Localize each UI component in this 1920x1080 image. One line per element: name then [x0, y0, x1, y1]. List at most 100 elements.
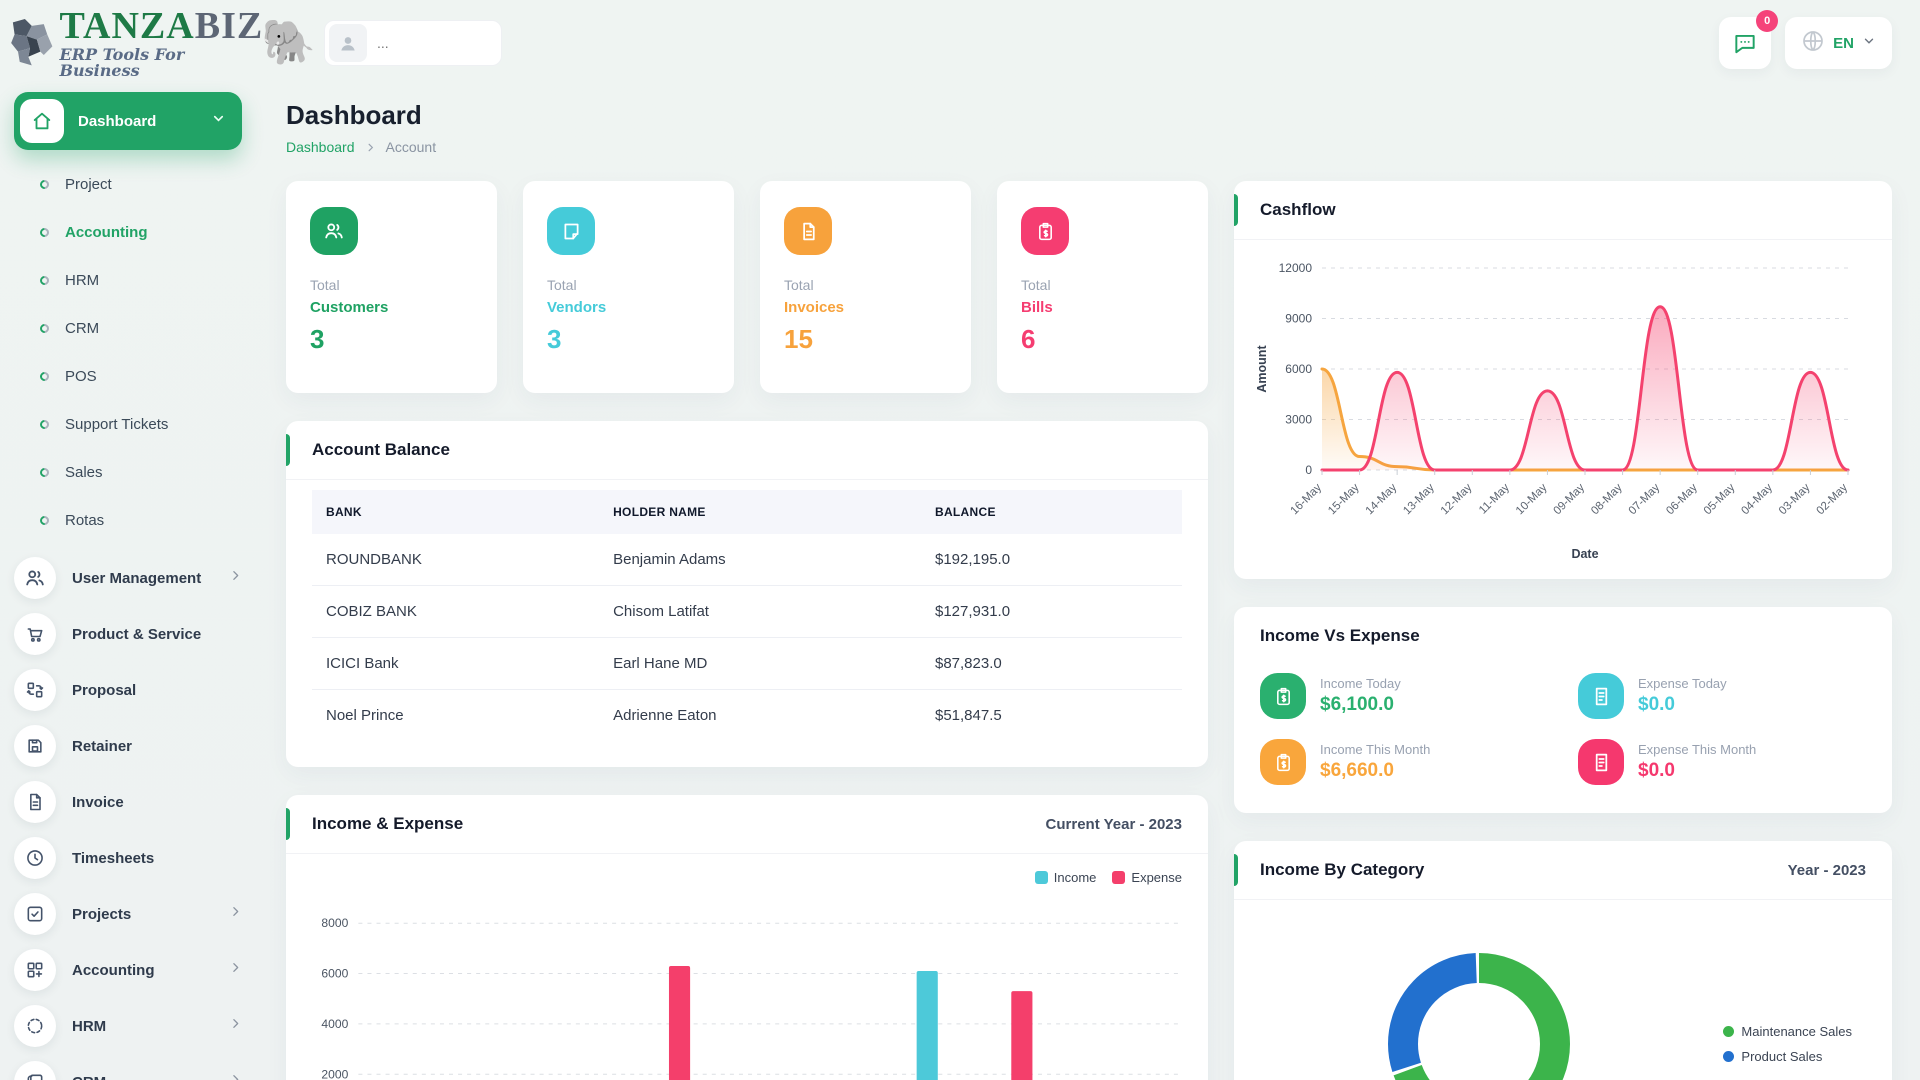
stat-card-bills: Total Bills 6	[997, 181, 1208, 393]
legend-dot	[1723, 1051, 1735, 1062]
income-vs-expense-panel: Income Vs Expense Income Today $6,100.0 …	[1234, 607, 1892, 813]
messages-button[interactable]: 0	[1719, 10, 1779, 69]
svg-text:04-May: 04-May	[1739, 481, 1775, 517]
svg-text:11-May: 11-May	[1477, 481, 1512, 516]
panel-subtitle: Year - 2023	[1787, 861, 1866, 879]
svg-text:3000: 3000	[1285, 413, 1312, 427]
ive-item-income-this-month: Income This Month $6,660.0	[1260, 739, 1548, 785]
chevron-down-icon	[1862, 34, 1876, 53]
sidebar-item-product-service[interactable]: Product & Service	[14, 606, 242, 662]
sidebar-item-accounting[interactable]: Accounting	[14, 942, 242, 998]
svg-text:03-May: 03-May	[1777, 481, 1813, 517]
bar-chart-legend: Income Expense	[286, 854, 1208, 885]
svg-text:9000: 9000	[1285, 312, 1312, 326]
breadcrumb: Dashboard Account	[286, 139, 1892, 155]
notification-badge: 0	[1756, 10, 1779, 32]
sidebar-item-projects[interactable]: Projects	[14, 886, 242, 942]
sidebar-item-retainer[interactable]: Retainer	[14, 718, 242, 774]
chat-bubble-icon	[1735, 34, 1755, 54]
language-current: EN	[1833, 34, 1854, 52]
file-icon	[784, 207, 832, 255]
sidebar-subitem-sales[interactable]: Sales	[14, 448, 242, 496]
legend-item: Product Sales	[1723, 1049, 1852, 1064]
chevron-right-icon	[229, 1017, 242, 1035]
brand-name: TANZABIZ	[59, 5, 264, 47]
stat-cards: Total Customers 3 Total Vendors 3 Total …	[286, 181, 1208, 393]
grid-plus-icon	[14, 949, 56, 991]
main-content: Dashboard Dashboard Account Total Custom…	[260, 86, 1920, 1080]
clipboard-dollar-icon	[1260, 739, 1306, 785]
sidebar-item-crm[interactable]: CRM	[14, 1054, 242, 1080]
home-icon	[20, 99, 64, 143]
target-icon	[14, 1005, 56, 1047]
sidebar-subitem-project[interactable]: Project	[14, 160, 242, 208]
globe-icon	[1801, 29, 1825, 58]
chevron-right-icon	[368, 143, 373, 151]
sidebar-subitem-support-tickets[interactable]: Support Tickets	[14, 400, 242, 448]
income-expense-panel: Income & Expense Current Year - 2023 Inc…	[286, 795, 1208, 1080]
account-balance-table: BANK HOLDER NAME BALANCE ROUNDBANK Benjamin…	[312, 490, 1182, 741]
sidebar-subitem-hrm[interactable]: HRM	[14, 256, 242, 304]
users-icon	[310, 207, 358, 255]
income-by-category-donut-chart	[1234, 928, 1723, 1080]
legend-item: Maintenance Sales	[1723, 1024, 1852, 1039]
sidebar-subitem-pos[interactable]: POS	[14, 352, 242, 400]
users-icon	[14, 557, 56, 599]
brand-tagline: ERP Tools For Business	[59, 45, 185, 80]
dashboard-submenu: Project Accounting HRM CRM POS Support Ticket…	[14, 160, 242, 544]
sidebar-subitem-crm[interactable]: CRM	[14, 304, 242, 352]
svg-text:10-May: 10-May	[1514, 481, 1550, 517]
panel-title: Account Balance	[312, 440, 450, 459]
sidebar-item-dashboard[interactable]: Dashboard	[14, 92, 242, 150]
sidebar-item-hrm[interactable]: HRM	[14, 998, 242, 1054]
svg-text:02-May: 02-May	[1815, 481, 1851, 517]
search-bar[interactable]	[324, 20, 502, 66]
cashflow-area-chart: 12000 9000 6000 3000 0 16-May 15-May 14-May 13-M…	[1234, 240, 1892, 579]
svg-text:05-May: 05-May	[1702, 481, 1738, 517]
ive-item-expense-today: Expense Today $0.0	[1578, 673, 1866, 719]
check-square-icon	[14, 893, 56, 935]
sidebar-item-invoice[interactable]: Invoice	[14, 774, 242, 830]
svg-text:0: 0	[1305, 463, 1312, 477]
panel-title: Income & Expense	[312, 814, 464, 833]
invoice-icon	[14, 781, 56, 823]
table-row: ROUNDBANK Benjamin Adams $192,195.0	[312, 534, 1182, 586]
legend-item: Income	[1034, 870, 1096, 885]
income-vs-expense-grid: Income Today $6,100.0 Expense Today $0.0…	[1234, 665, 1892, 813]
column-header: BALANCE	[920, 490, 1182, 534]
breadcrumb-dashboard[interactable]: Dashboard	[286, 139, 355, 155]
sidebar-item-user-management[interactable]: User Management	[14, 550, 242, 606]
holder-cell: Adrienne Eaton	[613, 707, 717, 724]
balance-cell: $51,847.5	[934, 707, 1002, 724]
sidebar-subitem-rotas[interactable]: Rotas	[14, 496, 242, 544]
sidebar-subitem-accounting[interactable]: Accounting	[14, 208, 242, 256]
legend-swatch	[1112, 871, 1126, 884]
elephant-logo: 🐘	[261, 18, 316, 67]
language-selector[interactable]: EN	[1785, 17, 1892, 69]
sidebar-item-timesheets[interactable]: Timesheets	[14, 830, 242, 886]
svg-text:16-May: 16-May	[1289, 481, 1325, 517]
panel-title: Income Vs Expense	[1260, 626, 1420, 645]
left-column: Total Customers 3 Total Vendors 3 Total …	[286, 181, 1208, 1080]
bullet-icon	[38, 513, 51, 527]
panel-subtitle: Current Year - 2023	[1045, 815, 1182, 833]
top-bar: TANZABIZ ERP Tools For Business 🐘 0 EN	[0, 0, 1920, 86]
svg-text:08-May: 08-May	[1589, 481, 1625, 517]
tanzania-map-logo	[11, 18, 53, 66]
ive-item-income-today: Income Today $6,100.0	[1260, 673, 1548, 719]
search-input[interactable]	[367, 35, 477, 51]
sidebar-item-proposal[interactable]: Proposal	[14, 662, 242, 718]
page-title: Dashboard	[286, 100, 422, 130]
column-header: BANK	[312, 490, 600, 534]
layers-icon	[14, 1061, 56, 1080]
holder-cell: Chisom Latifat	[599, 585, 921, 638]
bank-cell: ROUNDBANK	[312, 534, 600, 586]
svg-text:14-May: 14-May	[1364, 481, 1400, 517]
svg-text:8000: 8000	[321, 916, 348, 930]
bullet-icon	[38, 369, 51, 383]
svg-text:Amount: Amount	[1255, 345, 1269, 393]
swap-grid-icon	[14, 669, 56, 711]
right-column: Cashflow 12000 9000 6000 3000 0 16-May 15-May 1…	[1234, 181, 1892, 1080]
bank-cell: Noel Prince	[326, 707, 404, 724]
table-row: ICICI Bank Earl Hane MD $87,823.0	[312, 637, 1182, 690]
